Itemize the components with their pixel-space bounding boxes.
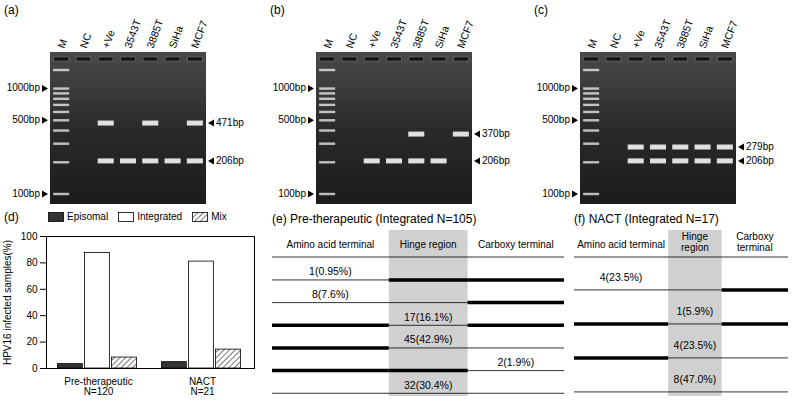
svg-text:3543T: 3543T xyxy=(388,17,410,50)
svg-text:60: 60 xyxy=(26,284,38,295)
svg-text:80: 80 xyxy=(26,257,38,268)
svg-text:500bp: 500bp xyxy=(278,114,306,125)
svg-text:Carboxy terminal: Carboxy terminal xyxy=(478,239,554,250)
svg-text:1000bp: 1000bp xyxy=(273,82,307,93)
svg-text:3885T: 3885T xyxy=(674,17,696,50)
svg-text:Hinge region: Hinge region xyxy=(400,239,457,250)
svg-text:206bp: 206bp xyxy=(482,155,510,166)
svg-text:40: 40 xyxy=(26,310,38,321)
svg-text:NACTN=21: NACTN=21 xyxy=(189,376,216,397)
html-text:Episomal: Episomal xyxy=(67,211,109,222)
svg-text:500bp: 500bp xyxy=(542,114,570,125)
html-text:Mix: Mix xyxy=(211,211,227,222)
svg-text:MCF7: MCF7 xyxy=(718,19,739,50)
svg-text:500bp: 500bp xyxy=(12,114,40,125)
svg-text:MCF7: MCF7 xyxy=(454,19,475,50)
svg-text:100: 100 xyxy=(21,231,38,242)
svg-text:4(23.5%): 4(23.5%) xyxy=(674,339,717,351)
svg-text:20: 20 xyxy=(26,336,38,347)
svg-text:370bp: 370bp xyxy=(482,128,510,139)
svg-text:Amino acid terminal: Amino acid terminal xyxy=(577,239,665,250)
svg-text:100bp: 100bp xyxy=(12,188,40,199)
svg-text:NC: NC xyxy=(77,31,94,50)
svg-text:45(42.9%): 45(42.9%) xyxy=(404,333,452,345)
svg-text:471bp: 471bp xyxy=(216,117,244,128)
svg-text:1(5.9%): 1(5.9%) xyxy=(677,305,714,317)
svg-text:1000bp: 1000bp xyxy=(537,82,571,93)
svg-text:3543T: 3543T xyxy=(652,17,674,50)
svg-text:17(16.1%): 17(16.1%) xyxy=(404,311,452,323)
svg-text:8(7.6%): 8(7.6%) xyxy=(312,288,349,300)
svg-text:Pre-therapeuticN=120: Pre-therapeuticN=120 xyxy=(64,376,132,397)
svg-text:2(1.9%): 2(1.9%) xyxy=(497,356,534,368)
svg-text:Carboxyterminal: Carboxyterminal xyxy=(736,231,773,253)
svg-text:3543T: 3543T xyxy=(122,17,144,50)
svg-text:8(47.0%): 8(47.0%) xyxy=(674,373,717,385)
svg-text:+Ve: +Ve xyxy=(365,28,383,50)
svg-text:(f) NACT (Integrated N=17): (f) NACT (Integrated N=17) xyxy=(574,212,719,226)
svg-text:(e) Pre-therapeutic (Integrate: (e) Pre-therapeutic (Integrated N=105) xyxy=(272,212,476,226)
svg-text:(b): (b) xyxy=(270,3,285,17)
svg-text:Hingeregion: Hingeregion xyxy=(681,231,709,253)
svg-text:Amino acid terminal: Amino acid terminal xyxy=(286,239,374,250)
svg-text:279bp: 279bp xyxy=(746,141,774,152)
svg-text:206bp: 206bp xyxy=(216,155,244,166)
svg-text:32(30.4%): 32(30.4%) xyxy=(404,379,452,391)
svg-text:4(23.5%): 4(23.5%) xyxy=(600,271,643,283)
svg-text:MCF7: MCF7 xyxy=(188,19,209,50)
svg-text:SiHa: SiHa xyxy=(166,24,185,50)
svg-text:3885T: 3885T xyxy=(410,17,432,50)
svg-text:100bp: 100bp xyxy=(542,188,570,199)
svg-text:206bp: 206bp xyxy=(746,155,774,166)
svg-text:100bp: 100bp xyxy=(278,188,306,199)
svg-text:SiHa: SiHa xyxy=(432,24,451,50)
svg-text:(c): (c) xyxy=(534,3,548,17)
svg-text:+Ve: +Ve xyxy=(629,28,647,50)
svg-text:M: M xyxy=(321,37,335,49)
svg-text:HPV16 infected samples(%): HPV16 infected samples(%) xyxy=(2,240,13,365)
html-text:(d): (d) xyxy=(4,210,19,224)
svg-text:1000bp: 1000bp xyxy=(7,82,41,93)
svg-text:0: 0 xyxy=(32,363,38,374)
svg-text:M: M xyxy=(585,37,599,49)
html-text:Integrated: Integrated xyxy=(137,211,183,222)
svg-text:SiHa: SiHa xyxy=(696,24,715,50)
svg-text:+Ve: +Ve xyxy=(99,28,117,50)
svg-text:(a): (a) xyxy=(4,3,19,17)
svg-text:M: M xyxy=(55,37,69,49)
svg-text:NC: NC xyxy=(607,31,624,50)
svg-text:1(0.95%): 1(0.95%) xyxy=(309,265,352,277)
svg-text:3885T: 3885T xyxy=(144,17,166,50)
svg-text:NC: NC xyxy=(343,31,360,50)
